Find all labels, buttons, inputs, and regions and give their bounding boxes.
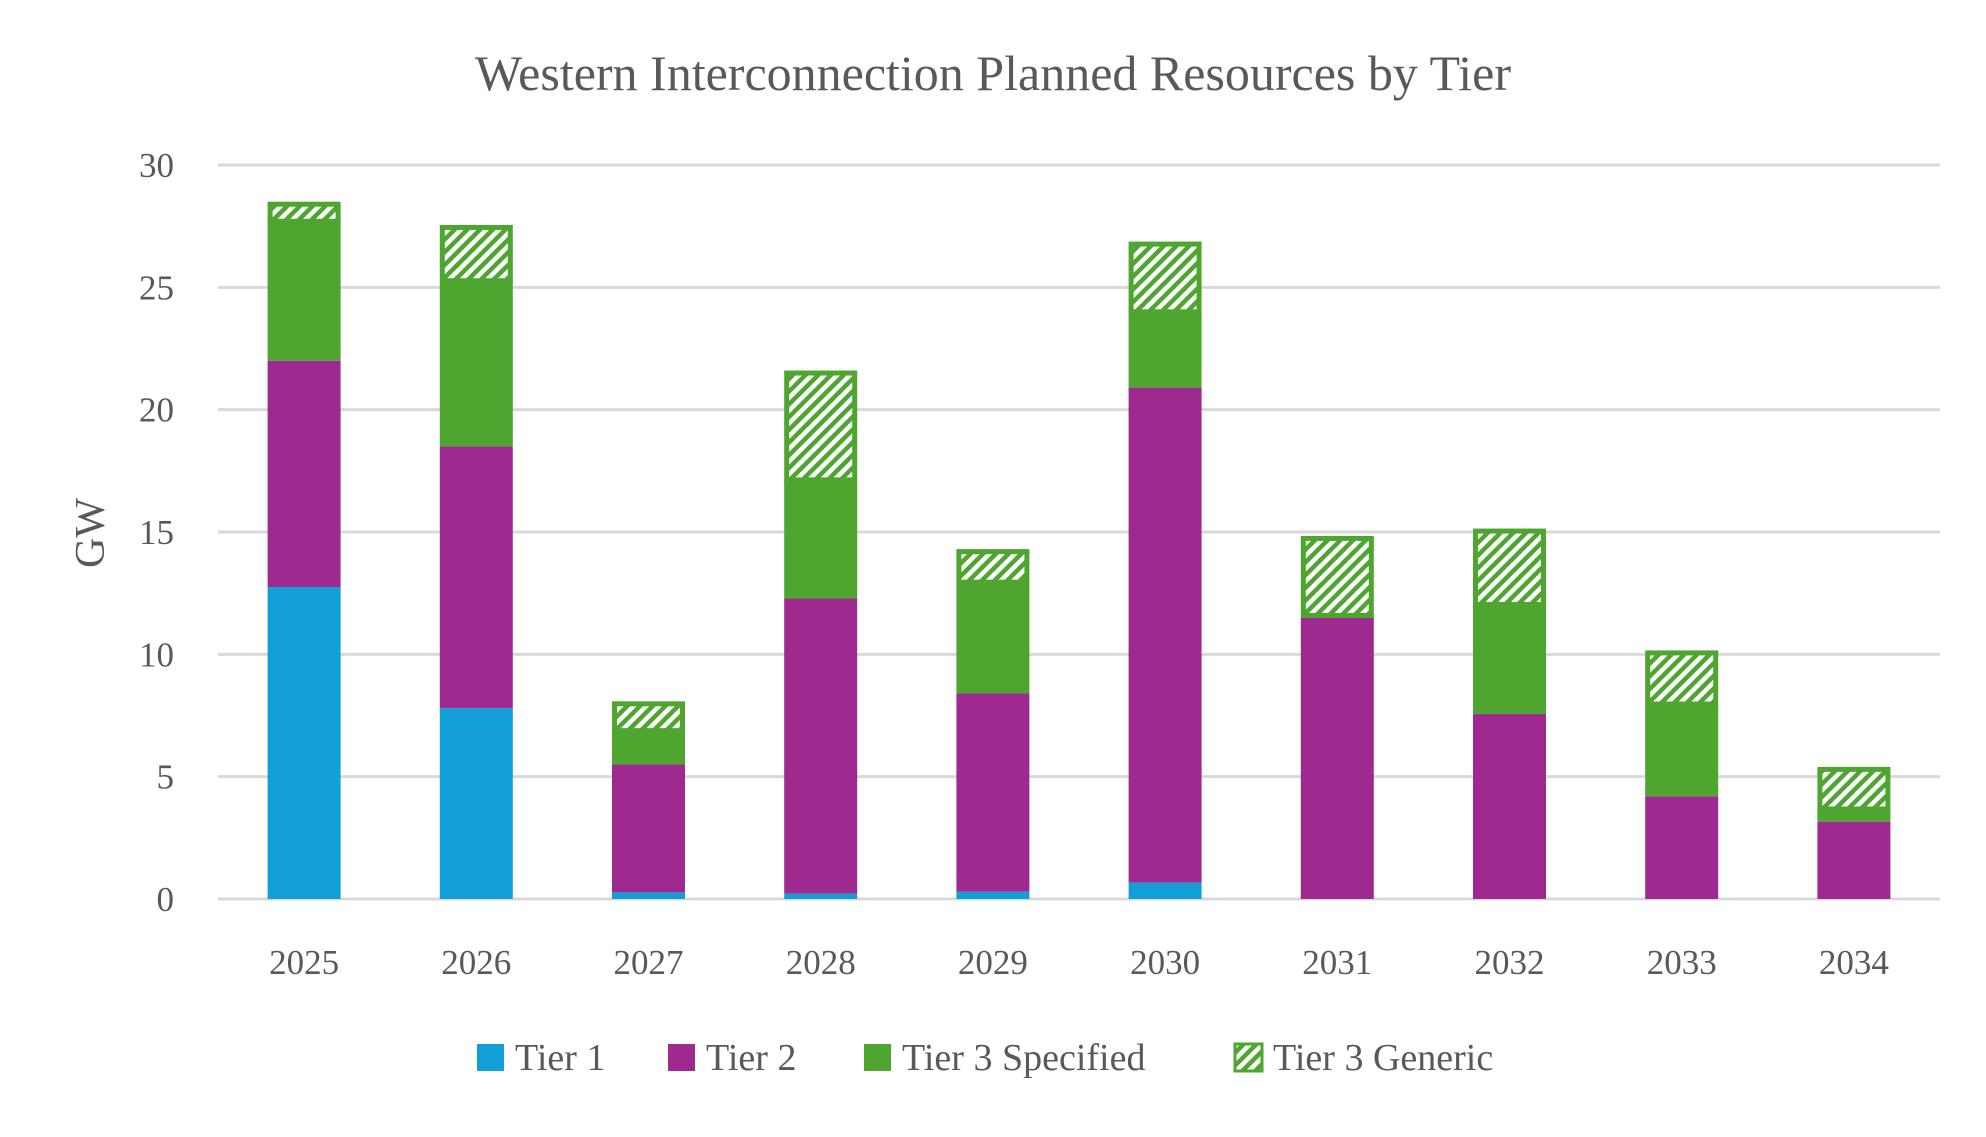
bar-segment-tier-2: [612, 764, 685, 893]
x-tick-label: 2031: [1302, 943, 1372, 982]
bar-segment-tier-3-specified: [439, 280, 513, 447]
bar-stack-2028: [784, 370, 858, 899]
legend-label: Tier 2: [706, 1037, 796, 1079]
legend-label: Tier 3 Generic: [1273, 1037, 1493, 1079]
y-tick-label: 25: [139, 268, 174, 307]
x-tick-label: 2034: [1819, 943, 1889, 982]
bar-stack-2027: [612, 701, 685, 899]
bar-segment-tier-2: [1817, 821, 1891, 899]
bar-segment-tier-2: [1128, 387, 1202, 883]
bar-segment-tier-3-specified: [612, 730, 685, 765]
bar-segment-tier-3-specified: [1473, 604, 1546, 715]
legend-swatch: [864, 1044, 891, 1071]
x-tick-label: 2027: [614, 943, 684, 982]
x-tick-label: 2025: [269, 943, 339, 982]
x-tick-label: 2028: [786, 943, 856, 982]
bar-segment-tier-1: [1128, 882, 1202, 899]
bar-segment-tier-1: [439, 708, 513, 899]
bar-segment-tier-3-generic: [1645, 650, 1719, 707]
bar-segment-tier-3-generic: [612, 701, 685, 734]
bars: [267, 201, 1891, 899]
bar-segment-tier-2: [1473, 714, 1546, 899]
bar-segment-tier-3-specified: [1128, 311, 1202, 388]
bar-segment-tier-3-generic: [1473, 528, 1546, 607]
bar-segment-tier-3-generic: [956, 549, 1030, 585]
bar-stack-2031: [1300, 535, 1374, 899]
bar-segment-tier-2: [784, 598, 858, 894]
y-axis-ticks: 0 5 10 15 20 25 30: [139, 146, 174, 919]
legend-item: Tier 3 Generic: [1233, 1037, 1493, 1079]
bar-segment-tier-1: [956, 891, 1030, 899]
legend-swatch: [668, 1044, 695, 1071]
legend-label: Tier 3 Specified: [902, 1037, 1145, 1079]
bar-stack-2025: [267, 201, 341, 899]
bar-segment-tier-2: [956, 693, 1030, 892]
legend-swatch: [477, 1044, 504, 1071]
bar-stack-2034: [1817, 766, 1891, 899]
bar-segment-tier-1: [784, 893, 858, 899]
bar-stack-2029: [956, 549, 1030, 899]
bar-segment-tier-3-generic: [1817, 766, 1891, 812]
y-tick-label: 30: [139, 146, 174, 185]
x-tick-label: 2030: [1130, 943, 1200, 982]
bar-segment-tier-3-generic: [1300, 535, 1374, 618]
bar-segment-tier-2: [267, 360, 341, 588]
x-axis-ticks: 2025 2026 2027 2028 2029 2030 2031 2032 2033 2034: [269, 943, 1889, 982]
y-tick-label: 5: [157, 758, 175, 797]
legend-swatch: [1233, 1042, 1264, 1073]
bar-segment-tier-3-specified: [267, 221, 341, 361]
bar-stack-2030: [1128, 241, 1202, 899]
y-tick-label: 0: [157, 880, 175, 919]
legend-item: Tier 1: [477, 1037, 605, 1079]
bar-stack-2032: [1473, 528, 1546, 899]
bar-stack-2033: [1645, 650, 1719, 899]
bar-segment-tier-2: [1300, 617, 1374, 899]
bar-segment-tier-3-specified: [784, 479, 858, 599]
x-tick-label: 2032: [1475, 943, 1545, 982]
chart-title: Western Interconnection Planned Resource…: [475, 45, 1511, 101]
bar-segment-tier-3-generic: [267, 201, 341, 224]
y-tick-label: 20: [139, 391, 174, 430]
x-tick-label: 2033: [1647, 943, 1717, 982]
y-axis-title: GW: [68, 498, 114, 568]
bar-stack-2026: [439, 224, 513, 899]
bar-segment-tier-3-specified: [956, 582, 1030, 694]
bar-segment-tier-3-generic: [784, 370, 858, 483]
y-tick-label: 15: [139, 513, 174, 552]
bar-segment-tier-3-generic: [1128, 241, 1202, 315]
bar-segment-tier-1: [612, 892, 685, 899]
bar-segment-tier-2: [1645, 796, 1719, 899]
x-tick-label: 2026: [441, 943, 511, 982]
y-tick-label: 10: [139, 635, 174, 674]
legend-item: Tier 2: [668, 1037, 796, 1079]
bar-segment-tier-2: [439, 446, 513, 709]
bar-segment-tier-3-specified: [1645, 704, 1719, 797]
bar-segment-tier-3-specified: [1817, 808, 1891, 822]
legend: Tier 1 Tier 2 Tier 3 Specified Tier 3 Gener…: [477, 1037, 1493, 1079]
x-tick-label: 2029: [958, 943, 1028, 982]
bar-segment-tier-1: [267, 587, 341, 899]
legend-item: Tier 3 Specified: [864, 1037, 1145, 1079]
bar-segment-tier-3-generic: [439, 224, 513, 284]
legend-label: Tier 1: [515, 1037, 605, 1079]
